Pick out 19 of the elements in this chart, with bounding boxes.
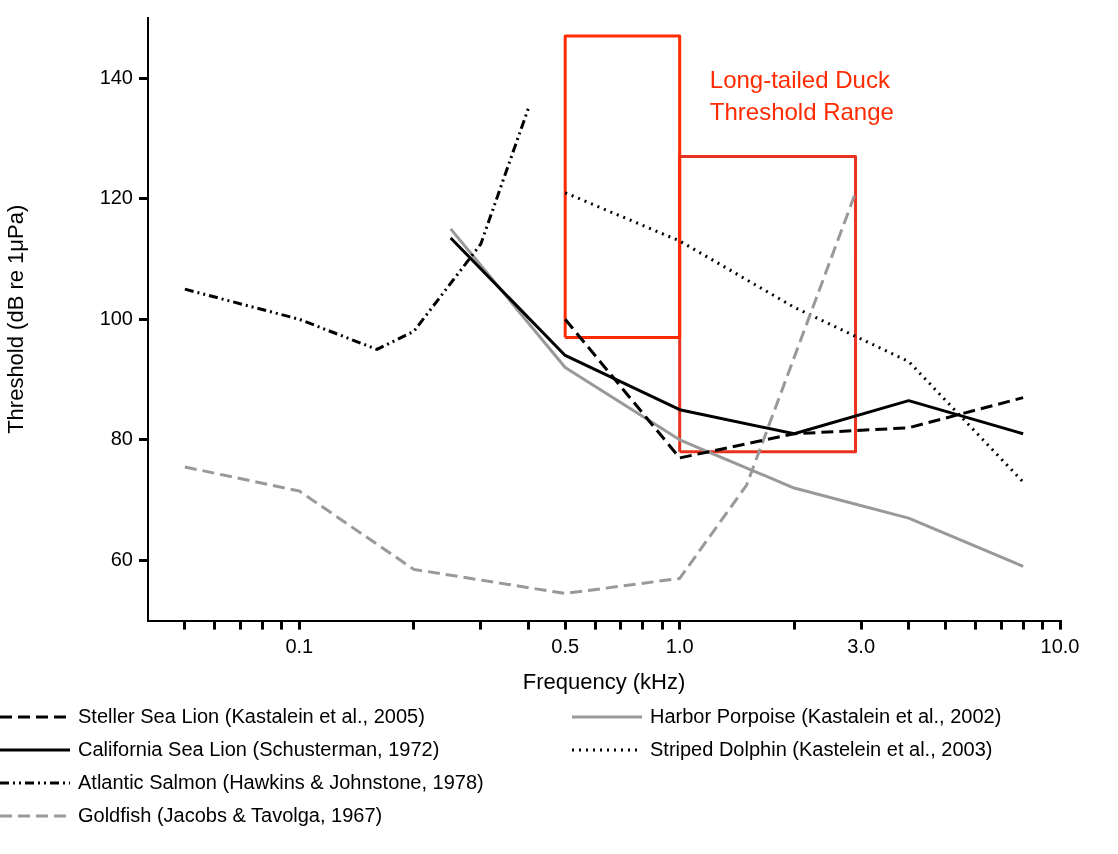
x-tick-label: 0.1 <box>285 635 314 658</box>
y-tick-label: 80 <box>110 427 133 450</box>
y-tick-label: 140 <box>99 65 133 88</box>
legend-label: California Sea Lion (Schusterman, 1972) <box>78 738 440 761</box>
x-axis-title: Frequency (kHz) <box>522 668 686 694</box>
legend-label: Steller Sea Lion (Kastalein et al., 2005) <box>78 705 425 728</box>
y-tick-label: 60 <box>110 547 133 570</box>
legend-label: Goldfish (Jacobs & Tavolga, 1967) <box>78 804 383 827</box>
x-tick-label: 10.0 <box>1040 635 1080 658</box>
legend-label: Harbor Porpoise (Kastalein et al., 2002) <box>650 705 1002 728</box>
x-tick-label: 3.0 <box>847 635 876 658</box>
legend-label: Atlantic Salmon (Hawkins & Johnstone, 1978) <box>78 771 484 794</box>
y-tick-label: 100 <box>99 306 133 329</box>
legend-label: Striped Dolphin (Kastelein et al., 2003) <box>650 738 993 761</box>
annotation: Long-tailed Duck Threshold Range <box>709 65 894 125</box>
y-tick-label: 120 <box>99 186 133 209</box>
x-tick-label: 1.0 <box>665 635 694 658</box>
x-tick-label: 0.5 <box>551 635 580 658</box>
y-axis-title: Threshold (dB re 1μPa) <box>3 204 29 434</box>
